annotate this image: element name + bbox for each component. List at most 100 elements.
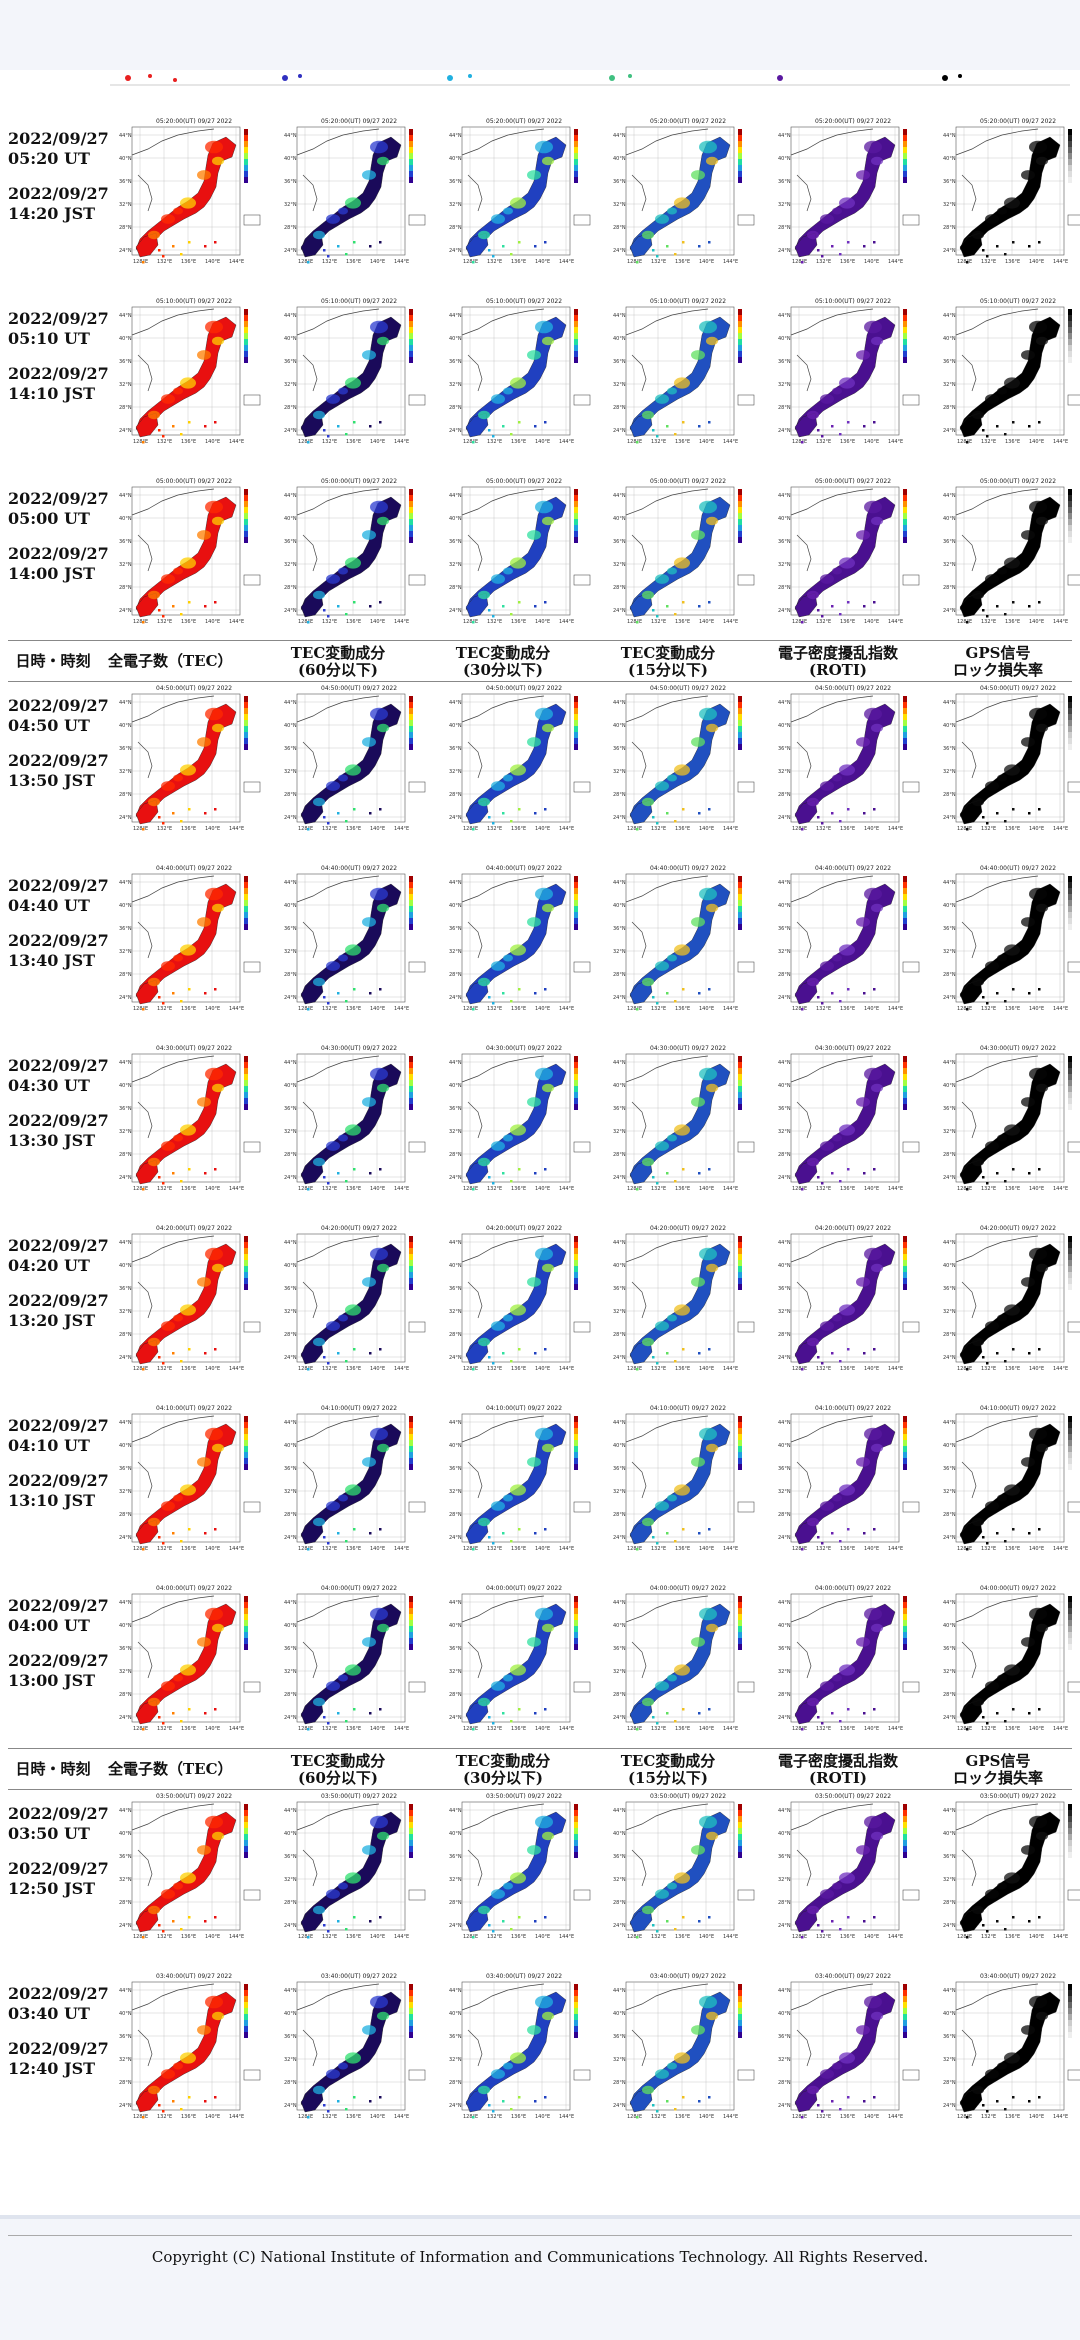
colorbar-segment (903, 1632, 907, 1638)
island-dot (172, 1920, 175, 1923)
colorbar-segment (409, 732, 413, 738)
island-dot (510, 1540, 513, 1543)
island-dot (188, 2096, 191, 2099)
colorbar-segment (409, 1852, 413, 1858)
colorbar-segment (574, 1242, 578, 1248)
data-blotch (491, 1681, 505, 1691)
colorbar-segment (903, 1452, 907, 1458)
map-title: 04:40:00(UT) 09/27 2022 (815, 865, 891, 872)
island-dot (966, 1008, 969, 1011)
lon-label: 140°E (370, 1186, 385, 1192)
lat-label: 24°N (284, 2103, 297, 2109)
island-dot (492, 1542, 495, 1545)
island-dot (656, 435, 659, 438)
colorbar-segment (409, 1804, 413, 1810)
colorbar-segment (738, 888, 742, 894)
coastline (955, 308, 1039, 392)
island-dot (831, 812, 834, 815)
island-dot (327, 822, 330, 825)
lat-label: 24°N (449, 1175, 462, 1181)
data-blotch (1036, 336, 1048, 346)
coastline (131, 1983, 215, 2067)
data-blotch (706, 723, 718, 733)
island-dot (142, 621, 145, 624)
data-blotch (699, 1607, 717, 1621)
island-dot (353, 1916, 356, 1919)
header-tec60-line: (60分以下) (297, 1769, 379, 1787)
data-blotch (503, 2062, 513, 2070)
lat-label: 44°N (778, 1420, 791, 1426)
colorbar-segment (1068, 2032, 1072, 2038)
lat-label: 24°N (778, 1535, 791, 1541)
island-dot (472, 1188, 475, 1191)
colorbar-segment (1068, 1440, 1072, 1446)
island-dot (1038, 421, 1041, 424)
island-dot (839, 1180, 842, 1183)
lat-label: 36°N (943, 1646, 956, 1652)
colorbar-segment (1068, 1062, 1072, 1068)
colorbar-segment (738, 519, 742, 525)
data-blotch (871, 1623, 883, 1633)
lat-label: 32°N (284, 562, 297, 568)
row-datetime: 2022/09/27 04:20 UT 2022/09/27 13:20 JST (8, 1236, 109, 1331)
colorbar-segment (903, 1236, 907, 1242)
island-dot (986, 255, 989, 258)
data-blotch (820, 394, 834, 404)
map-title: 05:10:00(UT) 09/27 2022 (486, 298, 562, 305)
island-dot (1028, 245, 1031, 248)
island-dot (492, 822, 495, 825)
colorbar-segment (738, 912, 742, 918)
lon-label: 144°E (394, 259, 409, 265)
utc-time: 2022/09/27 03:40 UT (8, 1984, 109, 2023)
lat-label: 44°N (284, 1420, 297, 1426)
data-blotch (832, 1134, 842, 1142)
colorbar-segment (1068, 1984, 1072, 1990)
island-dot (172, 1712, 175, 1715)
island-dot (636, 2116, 639, 2119)
colorbar-segment (409, 1990, 413, 1996)
island-dot (821, 255, 824, 258)
data-blotch (997, 387, 1007, 395)
lat-label: 36°N (613, 2034, 626, 2040)
colorbar-segment (738, 1242, 742, 1248)
lat-label: 32°N (943, 1489, 956, 1495)
colorbar-segment (1068, 696, 1072, 702)
colorbar-segment (1068, 1092, 1072, 1098)
island-dot (996, 992, 999, 995)
lat-label: 44°N (449, 1988, 462, 1994)
island-dot (510, 820, 513, 823)
data-blotch (205, 320, 223, 334)
data-blotch (832, 567, 842, 575)
lat-label: 44°N (613, 313, 626, 319)
colorbar-segment (1068, 720, 1072, 726)
island-dot (839, 1000, 842, 1003)
colorbar-segment (738, 525, 742, 531)
island-dot (204, 1532, 207, 1535)
colorbar-segment (1068, 888, 1072, 894)
island-dot (323, 249, 326, 252)
island-dot (682, 808, 685, 811)
island-dot (636, 1368, 639, 1371)
map-title: 04:20:00(UT) 09/27 2022 (815, 1225, 891, 1232)
data-blotch (527, 530, 541, 540)
lon-label: 136°E (1005, 1186, 1020, 1192)
map-title: 04:30:00(UT) 09/27 2022 (650, 1045, 726, 1052)
lat-label: 44°N (613, 133, 626, 139)
lon-label: 144°E (888, 1006, 903, 1012)
data-blotch (1004, 1664, 1020, 1676)
island-dot (698, 425, 701, 428)
data-blotch (706, 156, 718, 166)
island-dot (313, 243, 316, 246)
data-blotch (326, 1321, 340, 1331)
colorbar-segment (738, 726, 742, 732)
data-blotch (370, 887, 388, 901)
map-title: 04:30:00(UT) 09/27 2022 (156, 1045, 232, 1052)
lat-label: 44°N (943, 1808, 956, 1814)
colorbar-segment (409, 738, 413, 744)
colorbar-segment (738, 702, 742, 708)
island-dot (214, 1348, 217, 1351)
colorbar-segment (244, 720, 248, 726)
island-dot (518, 1348, 521, 1351)
island-dot (863, 1712, 866, 1715)
colorbar-segment (244, 351, 248, 357)
